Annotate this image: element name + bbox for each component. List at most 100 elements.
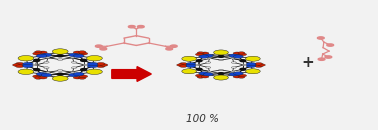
Circle shape [97,65,105,68]
Circle shape [240,60,246,62]
Circle shape [196,60,202,62]
Circle shape [100,48,107,50]
Circle shape [230,71,234,72]
Circle shape [255,63,263,65]
Circle shape [230,58,234,59]
Circle shape [81,69,87,71]
Circle shape [39,51,47,54]
Circle shape [231,67,236,68]
Circle shape [79,75,88,78]
Circle shape [182,69,197,74]
Circle shape [180,65,187,67]
Circle shape [44,67,49,69]
Circle shape [199,72,209,75]
Circle shape [69,53,79,57]
Circle shape [245,56,260,61]
Circle shape [82,64,87,66]
Circle shape [34,69,40,71]
Circle shape [41,53,52,57]
Circle shape [195,74,203,77]
FancyArrow shape [112,67,151,81]
Circle shape [23,64,33,68]
Circle shape [206,67,211,68]
Circle shape [214,75,228,80]
Circle shape [57,59,63,60]
Circle shape [218,55,224,57]
Circle shape [78,77,86,79]
Circle shape [218,59,223,61]
Circle shape [15,65,24,68]
Circle shape [201,52,209,55]
Circle shape [239,74,246,77]
Circle shape [46,57,50,58]
Circle shape [186,62,196,66]
Circle shape [138,25,144,28]
Circle shape [34,51,42,53]
Circle shape [71,67,76,69]
Circle shape [166,48,173,50]
Circle shape [95,45,102,47]
Circle shape [231,62,236,63]
Circle shape [39,76,47,79]
Circle shape [233,75,241,78]
Circle shape [41,73,52,77]
Circle shape [229,73,239,76]
Circle shape [180,63,187,65]
Circle shape [201,75,209,78]
Circle shape [18,69,34,74]
Circle shape [245,69,260,74]
Circle shape [73,51,82,54]
Circle shape [170,45,177,47]
Circle shape [196,68,202,70]
Circle shape [70,72,75,73]
Circle shape [246,62,256,66]
Circle shape [238,76,245,78]
Circle shape [218,73,224,75]
Circle shape [74,72,84,76]
Circle shape [69,73,79,77]
Circle shape [57,73,63,75]
Circle shape [239,53,246,56]
Circle shape [33,64,38,66]
Circle shape [240,68,246,70]
Circle shape [57,55,63,57]
Circle shape [233,55,243,58]
Text: 100 %: 100 % [186,114,219,124]
Circle shape [33,52,41,55]
Circle shape [258,64,265,66]
Circle shape [44,61,49,63]
Circle shape [197,76,204,78]
Circle shape [206,62,211,63]
Circle shape [46,72,50,73]
Circle shape [34,59,40,61]
Circle shape [15,62,24,65]
Circle shape [199,55,209,58]
Circle shape [238,52,245,54]
Circle shape [186,64,196,68]
Circle shape [129,25,135,28]
Text: +: + [301,55,314,70]
Circle shape [52,49,68,54]
Circle shape [12,64,20,66]
Circle shape [36,72,47,76]
Circle shape [233,72,243,75]
Circle shape [318,37,324,39]
Circle shape [242,64,246,66]
Circle shape [97,62,105,65]
Circle shape [73,76,82,79]
Circle shape [57,70,63,71]
Circle shape [23,62,33,66]
Circle shape [34,77,42,79]
Circle shape [195,53,203,56]
Circle shape [229,54,239,57]
Circle shape [208,58,212,59]
Circle shape [33,75,41,78]
Circle shape [218,69,223,71]
Circle shape [327,44,334,46]
Circle shape [87,56,102,61]
Circle shape [87,62,98,66]
Circle shape [87,69,102,74]
Circle shape [78,51,86,53]
Circle shape [203,73,213,76]
Circle shape [52,76,68,81]
